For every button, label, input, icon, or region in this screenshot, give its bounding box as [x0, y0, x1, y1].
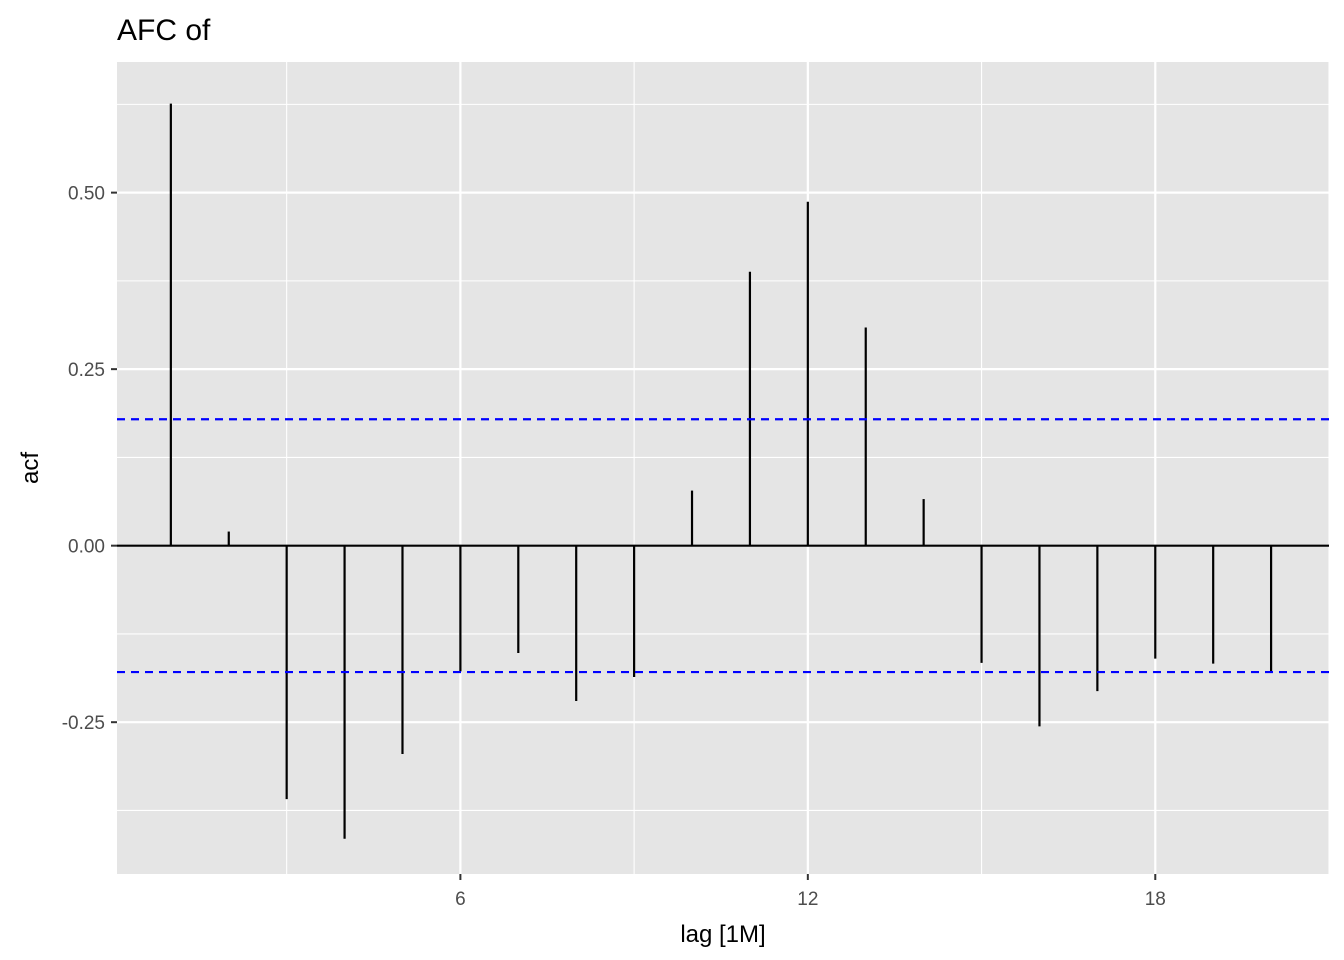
y-tick-label: 0.25: [68, 360, 105, 381]
axes: -0.25 0.00 0.25 0.50 6 12 18: [62, 184, 1166, 910]
y-tick-label: 0.00: [68, 537, 105, 558]
acf-bars: [117, 103, 1329, 839]
plot-panel: [117, 62, 1329, 874]
minor-gridlines: [117, 62, 1330, 874]
y-axis-title: acf: [17, 452, 44, 484]
x-axis-title: lag [1M]: [680, 921, 765, 948]
chart-title: AFC of: [117, 14, 211, 47]
y-tick-label: 0.50: [68, 184, 105, 205]
x-tick-label: 12: [797, 889, 818, 910]
x-tick-label: 6: [455, 889, 466, 910]
y-tick-label: -0.25: [62, 713, 105, 734]
confidence-bounds: [117, 418, 1329, 674]
x-tick-label: 18: [1145, 889, 1166, 910]
